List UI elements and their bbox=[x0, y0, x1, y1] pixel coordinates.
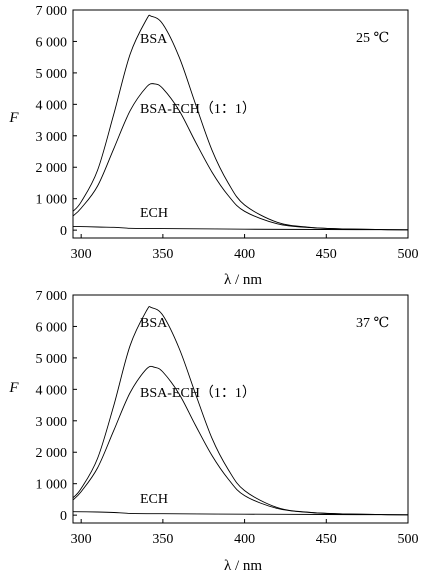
y-tick-label: 0 bbox=[60, 509, 67, 524]
x-axis-label: λ / nm bbox=[224, 272, 262, 288]
x-tick-label: 300 bbox=[71, 247, 92, 262]
y-tick-label: 2 000 bbox=[36, 446, 68, 461]
y-tick-label: 0 bbox=[60, 224, 67, 239]
series-line-ech bbox=[72, 225, 409, 231]
y-tick-label: 1 000 bbox=[36, 478, 68, 493]
temperature-annotation: 25 ℃ bbox=[356, 31, 389, 46]
series-label-bsa: BSA bbox=[140, 316, 168, 331]
series-line-bsa bbox=[72, 14, 409, 231]
x-tick-label: 350 bbox=[152, 247, 173, 262]
x-tick-label: 450 bbox=[316, 532, 337, 547]
series-line-bsa-ech bbox=[72, 365, 409, 516]
series-line-bsa-ech bbox=[72, 83, 409, 231]
x-tick-label: 400 bbox=[234, 247, 255, 262]
y-axis-label: F bbox=[8, 380, 19, 396]
y-tick-label: 6 000 bbox=[36, 320, 68, 335]
y-tick-label: 5 000 bbox=[36, 352, 68, 367]
chart-panel-37c: F λ / nm 37 ℃ BSA BSA-ECH（1：1） ECH 0 1 00… bbox=[8, 289, 418, 574]
y-tick-label: 6 000 bbox=[36, 35, 68, 50]
y-tick-label: 7 000 bbox=[36, 289, 68, 304]
plot-frame bbox=[72, 9, 409, 239]
series-label-bsa-ech: BSA-ECH（1：1） bbox=[140, 385, 256, 401]
x-tick-label: 500 bbox=[398, 247, 419, 262]
x-tick-label: 300 bbox=[71, 532, 92, 547]
y-tick-label: 4 000 bbox=[36, 98, 68, 113]
series-label-bsa-ech: BSA-ECH（1：1） bbox=[140, 101, 256, 117]
x-tick-label: 350 bbox=[152, 532, 173, 547]
x-tick-label: 450 bbox=[316, 247, 337, 262]
y-tick-label: 1 000 bbox=[36, 193, 68, 208]
series-label-ech: ECH bbox=[140, 492, 168, 507]
y-tick-label: 5 000 bbox=[36, 67, 68, 82]
series-label-ech: ECH bbox=[140, 206, 168, 221]
y-tick-label: 3 000 bbox=[36, 415, 68, 430]
y-tick-label: 7 000 bbox=[36, 4, 68, 19]
x-axis-label: λ / nm bbox=[224, 558, 262, 574]
series-line-bsa bbox=[72, 306, 409, 516]
x-tick-label: 500 bbox=[398, 532, 419, 547]
series-line-ech bbox=[72, 511, 409, 516]
plot-frame bbox=[72, 294, 409, 524]
temperature-annotation: 37 ℃ bbox=[356, 316, 389, 331]
y-tick-label: 4 000 bbox=[36, 383, 68, 398]
chart-panel-25c: F λ / nm 25 ℃ BSA BSA-ECH（1：1） ECH 0 1 00… bbox=[8, 4, 418, 288]
y-axis-label: F bbox=[8, 110, 19, 126]
y-tick-label: 3 000 bbox=[36, 130, 68, 145]
y-tick-label: 2 000 bbox=[36, 161, 68, 176]
series-label-bsa: BSA bbox=[140, 32, 168, 47]
x-tick-label: 400 bbox=[234, 532, 255, 547]
